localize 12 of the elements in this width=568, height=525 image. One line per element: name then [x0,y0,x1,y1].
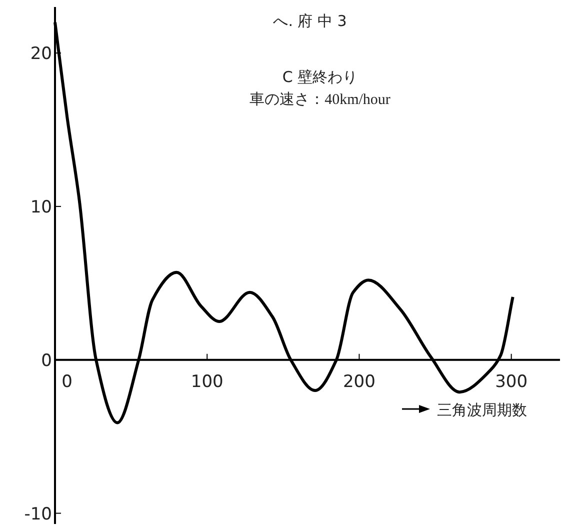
x-axis-title: 三角波周期数 [437,401,527,419]
annotation: 車の速さ：40km/hour [250,91,390,108]
chart-title: へ. 府 中 3 [273,12,347,30]
x-tick-label: 300 [495,372,528,392]
y-tick-label: 0 [41,350,52,371]
y-tick-label: 10 [30,197,52,218]
text: C 壁終わり [282,68,358,86]
x-tick-label: 0 [62,372,72,392]
x-tick-label: 100 [190,372,224,392]
y-tick-label: 20 [30,44,52,64]
y-tick-label: -10 [24,504,52,524]
x-tick-label: 200 [342,372,376,392]
